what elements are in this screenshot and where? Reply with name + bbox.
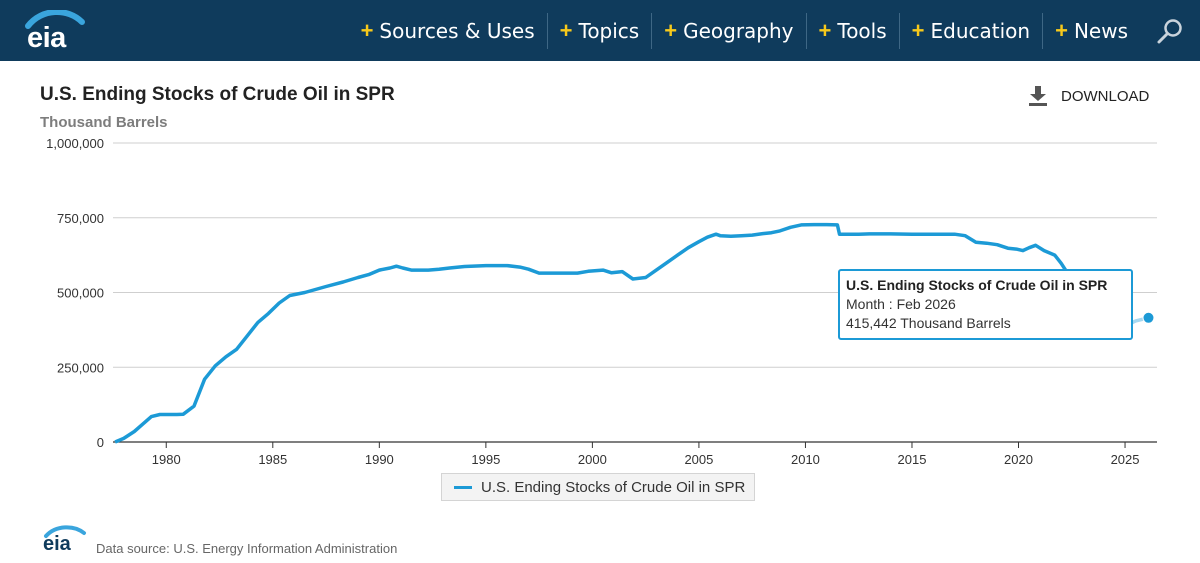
logo-arc-icon: [25, 10, 85, 29]
y-tick-label: 0: [97, 435, 104, 450]
plus-icon: +: [559, 17, 573, 43]
nav-item-topics[interactable]: + Topics: [546, 12, 652, 49]
nav-item-geography[interactable]: + Geography: [651, 12, 805, 49]
y-tick-label: 250,000: [57, 360, 104, 375]
tooltip-title: U.S. Ending Stocks of Crude Oil in SPR: [846, 277, 1108, 293]
legend-swatch: [454, 485, 472, 489]
search-icon[interactable]: [1140, 0, 1200, 61]
logo-text: eia: [27, 22, 66, 54]
x-tick-label: 1980: [152, 452, 181, 467]
x-tick-label: 2020: [1004, 452, 1033, 467]
x-tick-label: 1985: [258, 452, 287, 467]
plus-icon: +: [911, 17, 925, 43]
footer-eia-logo[interactable]: eia: [40, 525, 90, 555]
y-tick-label: 1,000,000: [46, 136, 104, 151]
nav-label: News: [1073, 18, 1128, 43]
nav-item-education[interactable]: + Education: [898, 12, 1042, 49]
x-tick-label: 1995: [471, 452, 500, 467]
footer-logo-text: eia: [43, 533, 71, 555]
x-axis-ticks: 1980 1985 1990 1995 2000 2005 2010 2015 2020 2025: [152, 442, 1140, 467]
x-tick-label: 2015: [898, 452, 927, 467]
plus-icon: +: [664, 17, 678, 43]
y-tick-label: 750,000: [57, 211, 104, 226]
chart-subtitle: Thousand Barrels: [40, 114, 168, 131]
plus-icon: +: [360, 17, 374, 43]
x-tick-label: 1990: [365, 452, 394, 467]
download-label: DOWNLOAD: [1061, 87, 1150, 105]
nav-label: Geography: [683, 18, 794, 43]
download-icon: [1029, 86, 1047, 106]
footer-logo-arc-icon: [44, 525, 86, 538]
chart-title: U.S. Ending Stocks of Crude Oil in SPR: [40, 84, 395, 105]
tooltip-value: 415,442 Thousand Barrels: [846, 315, 1011, 331]
nav-label: Sources & Uses: [379, 18, 535, 43]
chart-tooltip: U.S. Ending Stocks of Crude Oil in SPR M…: [838, 269, 1133, 340]
x-tick-label: 2025: [1111, 452, 1140, 467]
nav-label: Tools: [837, 18, 887, 43]
series-line: [114, 222, 1069, 444]
data-source-note: Data source: U.S. Energy Information Adm…: [96, 541, 398, 556]
top-navigation-bar: eia + Sources & Uses + Topics + Geograph…: [0, 0, 1200, 61]
nav-item-sources-uses[interactable]: + Sources & Uses: [349, 13, 547, 49]
download-button[interactable]: DOWNLOAD: [1027, 84, 1149, 106]
nav-label: Education: [930, 18, 1031, 43]
nav-label: Topics: [578, 18, 640, 43]
eia-logo[interactable]: eia: [20, 10, 90, 54]
highlighted-data-point: [1142, 311, 1155, 324]
plus-icon: +: [818, 17, 832, 43]
tooltip-month: Month : Feb 2026: [846, 296, 956, 312]
nav-item-news[interactable]: + News: [1042, 12, 1140, 49]
nav-item-tools[interactable]: + Tools: [805, 12, 899, 49]
x-tick-label: 2010: [791, 452, 820, 467]
y-axis-ticks: 0 250,000 500,000 750,000 1,000,000: [46, 136, 104, 450]
legend-label: U.S. Ending Stocks of Crude Oil in SPR: [481, 478, 746, 496]
plus-icon: +: [1055, 17, 1068, 43]
chart-legend[interactable]: U.S. Ending Stocks of Crude Oil in SPR: [441, 473, 755, 501]
main-nav: + Sources & Uses + Topics + Geography + …: [349, 0, 1200, 61]
y-tick-label: 500,000: [57, 286, 104, 301]
x-tick-label: 2000: [578, 452, 607, 467]
magnifier-icon: [1157, 18, 1182, 43]
x-tick-label: 2005: [684, 452, 713, 467]
